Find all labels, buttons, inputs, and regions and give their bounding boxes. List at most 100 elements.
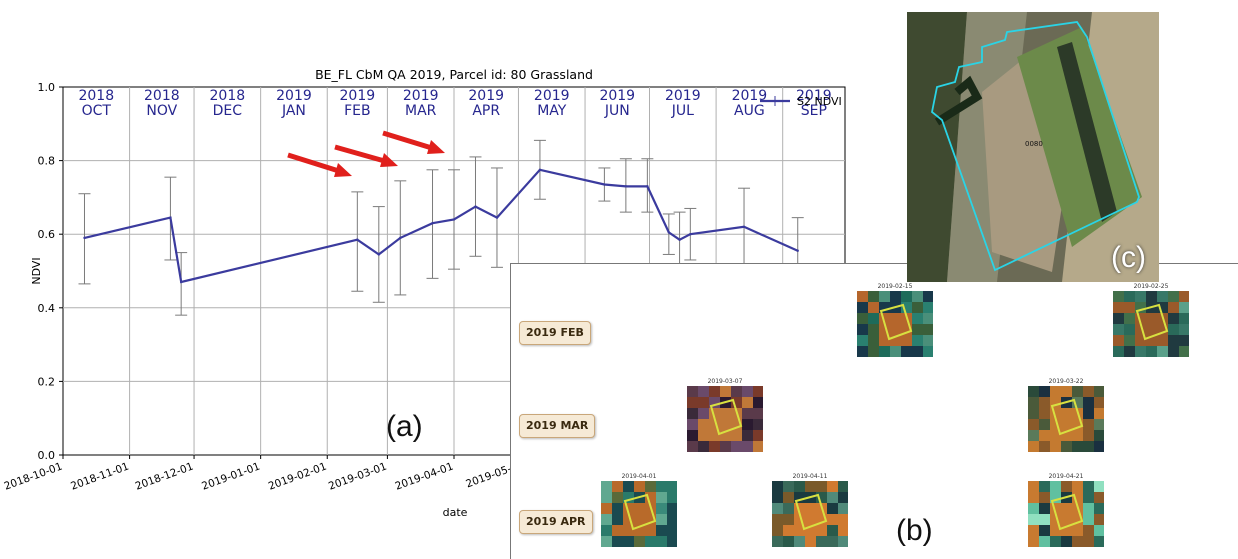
panel-label-a: (a) [386,410,423,443]
data-point [538,168,542,171]
parcel-outline [879,303,913,341]
panel-label-b: (b) [896,514,933,547]
image-chip: 2019-02-25 [1113,283,1189,357]
data-point [83,236,86,240]
satellite-chip-pixels [687,386,763,452]
data-point [495,216,499,219]
hedge-row [1057,42,1117,222]
satellite-chip-pixels [1028,481,1104,547]
data-point [452,218,456,221]
image-chip-panel: 2019 FEB 2019 MAR 2019 APR 2019-02-15 20… [510,263,1238,559]
data-point [356,238,359,241]
x-tick-label: 2018-10-01 [3,461,64,493]
data-point [431,221,434,225]
data-point [603,183,606,186]
month-header-month: MAR [405,103,437,119]
data-point [377,253,381,256]
shadow-trees [934,75,983,126]
satellite-chip-pixels [857,291,933,357]
satellite-chip-pixels [1113,291,1189,357]
satellite-chip-image [857,291,933,357]
red-arrow [287,152,343,175]
x-tick-label: 2019-01-01 [200,461,261,493]
data-point [624,185,628,188]
month-header-year: 2019 [796,88,832,104]
parcel-outline [709,398,743,436]
red-arrow-head [380,153,398,167]
month-header-year: 2019 [534,88,570,104]
parcel-outline [1135,303,1169,341]
red-arrow-head [427,140,445,154]
image-chip: 2019-03-22 [1028,378,1104,452]
month-header-month: DEC [213,103,243,119]
parcel-outline [1050,398,1084,436]
data-point [399,236,402,240]
image-chip-date: 2019-02-15 [877,283,913,290]
y-tick-label: 0.0 [38,449,56,462]
image-chip-date: 2019-02-25 [1133,283,1169,290]
parcel-id-label: 0080 [1025,140,1043,148]
chart-title: BE_FL CbM QA 2019, Parcel id: 80 Grassla… [315,67,593,82]
y-tick-label: 0.4 [38,302,56,315]
image-chip: 2019-03-07 [687,378,763,452]
x-tick-label: 2018-11-01 [69,461,130,493]
month-header-month: APR [472,103,500,119]
month-header-month: OCT [82,103,112,119]
month-header-month: NOV [146,103,177,119]
data-point [667,231,671,234]
month-chip-feb: 2019 FEB [519,321,591,345]
satellite-chip-image [601,481,677,547]
data-point [474,205,477,208]
satellite-chip-image [1028,481,1104,547]
month-header-year: 2019 [340,88,376,104]
data-point [646,185,649,188]
data-point [678,238,681,241]
y-tick-label: 0.6 [38,228,56,241]
x-tick-label: 2018-12-01 [134,461,195,493]
month-header-month: AUG [734,103,765,119]
month-header-year: 2019 [665,88,701,104]
satellite-chip-pixels [601,481,677,547]
month-header-month: FEB [344,103,371,119]
month-header-month: JAN [281,103,306,119]
month-header-year: 2019 [732,88,768,104]
month-header-year: 2018 [210,88,246,104]
parcel-outline [1050,493,1084,531]
x-tick-label: 2019-02-01 [267,461,328,493]
satellite-chip-image [1113,291,1189,357]
data-point [169,216,172,219]
y-tick-label: 0.8 [38,155,56,168]
month-header-month: JUN [604,103,630,119]
x-axis-label: date [443,506,468,519]
red-arrow-head [334,163,352,177]
panel-label-c: (c) [1111,241,1146,274]
orthophoto-image [907,12,1159,282]
month-header-year: 2019 [276,88,312,104]
x-tick-label: 2019-03-01 [327,461,388,493]
month-chip-apr: 2019 APR [519,510,593,534]
image-chip-date: 2019-03-07 [707,378,743,385]
month-chip-mar: 2019 MAR [519,414,596,438]
image-chip: 2019-04-11 [772,473,848,547]
satellite-chip-pixels [1028,386,1104,452]
image-chip: 2019-04-01 [601,473,677,547]
image-chip-date: 2019-04-11 [792,473,828,480]
red-arrow [334,144,389,165]
image-chip-date: 2019-04-21 [1048,473,1084,480]
month-header-year: 2019 [599,88,635,104]
orthophoto-panel: 0080 (c) [907,12,1159,282]
month-header-year: 2018 [78,88,114,104]
image-chip-date: 2019-04-01 [621,473,657,480]
x-tick-label: 2019-04-01 [394,461,455,493]
image-chip-date: 2019-03-22 [1048,378,1084,385]
data-point [796,249,799,252]
y-axis-label: NDVI [30,257,43,284]
satellite-chip-pixels [772,481,848,547]
image-chip: 2019-04-21 [1028,473,1104,547]
legend-label: S2 NDVI [797,95,842,108]
month-header-month: JUL [671,103,694,119]
month-header-month: SEP [801,103,827,119]
month-header-month: MAY [537,103,567,119]
data-point [742,225,746,229]
month-header-year: 2018 [144,88,180,104]
